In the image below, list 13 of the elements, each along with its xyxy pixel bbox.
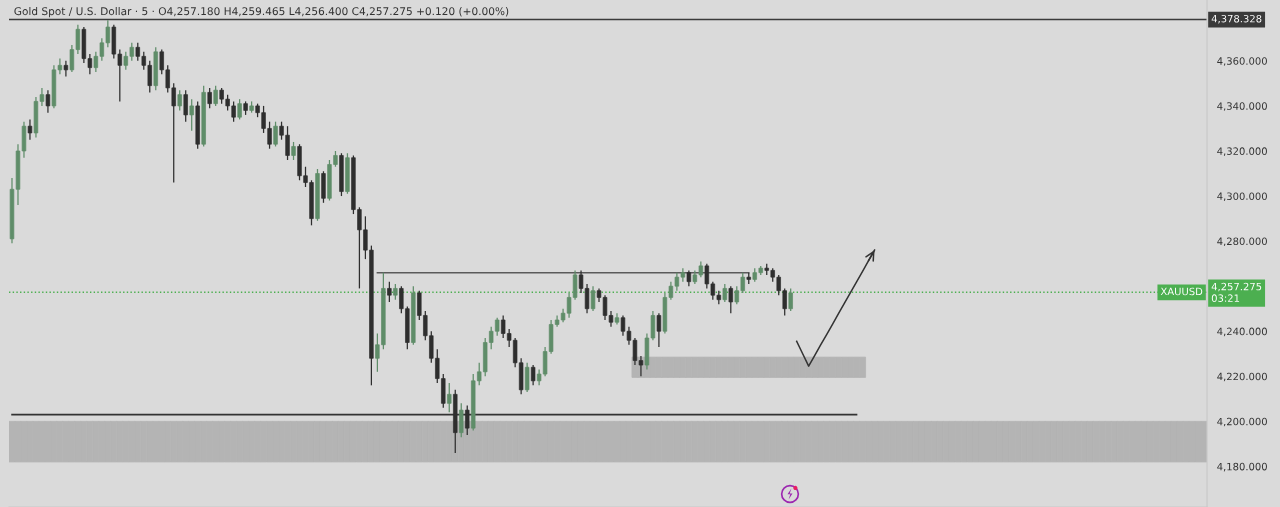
y-tick-label: 4,200.000 [1217,417,1267,427]
y-tick-label: 4,320.000 [1217,147,1267,156]
y-tick-label: 4,240.000 [1217,327,1267,337]
y-tick-label: 4,180.000 [1217,462,1267,472]
annotation: XAUUSD [1160,287,1203,296]
y-tick-label: 4,280.000 [1217,237,1267,247]
y-tick-label: 4,360.000 [1217,57,1267,66]
ref-line-label: 4,257.275 03:21 [1211,282,1262,302]
ref-line-label: 4,378.328 [1211,14,1262,24]
y-tick-label: 4,340.000 [1217,102,1267,111]
text: Gold Spot / U.S. Dollar · 5 · O4,257.180 H4,259.465 L4,256.400 C4,257.275 +0.120 (+0.00%) [14,6,509,18]
y-tick-label: 4,220.000 [1217,372,1267,382]
y-tick-label: 4,300.000 [1217,192,1267,201]
